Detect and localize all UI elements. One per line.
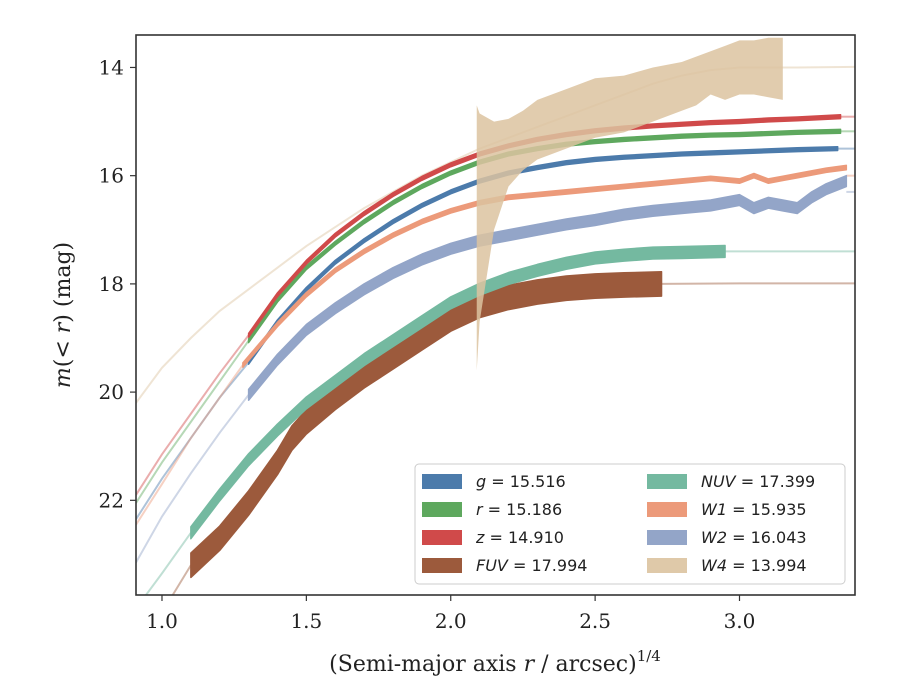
- y-tick-label: 20: [99, 380, 124, 404]
- series-g-faded-line: [136, 361, 250, 520]
- series-g-band: [247, 145, 839, 365]
- series-band-layer: [190, 37, 848, 579]
- legend-swatch-r: [422, 502, 462, 517]
- x-tick-label: 3.0: [724, 609, 756, 633]
- legend-swatch-nuv: [647, 474, 687, 489]
- x-axis: 1.0 1.5 2.0 2.5 3.0: [146, 595, 755, 633]
- legend-swatch-w2: [647, 530, 687, 545]
- y-tick-label: 22: [99, 488, 124, 512]
- legend-swatch-w4: [647, 558, 687, 573]
- y-tick-label: 14: [99, 55, 124, 79]
- legend-label-fuv: FUV = 17.994: [476, 556, 587, 575]
- x-tick-label: 1.5: [290, 609, 322, 633]
- legend-label-w1: W1 = 15.935: [701, 500, 807, 519]
- legend-swatch-fuv: [422, 558, 462, 573]
- legend: g = 15.516 r = 15.186 z = 14.910 FUV = 17.9…: [414, 463, 846, 585]
- legend-label-r: r = 15.186: [476, 500, 562, 519]
- series-fuv-faded-line: [171, 564, 192, 595]
- legend-label-w2: W2 = 16.043: [701, 528, 807, 547]
- legend-label-z: z = 14.910: [475, 528, 564, 547]
- legend-swatch-w1: [647, 502, 687, 517]
- plot-frame: [135, 34, 856, 596]
- x-tick-label: 2.5: [579, 609, 611, 633]
- legend-label-g: g = 15.516: [476, 472, 566, 491]
- y-tick-label: 18: [99, 272, 124, 296]
- x-tick-label: 2.0: [435, 609, 467, 633]
- series-fuv-faded-line: [661, 282, 855, 285]
- series-z-band: [247, 114, 842, 338]
- y-tick-label: 16: [99, 164, 124, 188]
- series-w2-faded-line: [136, 394, 250, 564]
- series-nuv-faded-line: [144, 532, 192, 595]
- legend-label-w4: W4 = 13.994: [701, 556, 807, 575]
- series-w4-band: [476, 37, 783, 371]
- faded-extrapolation-layer: [136, 65, 855, 595]
- series-r-faded-line: [136, 340, 250, 504]
- series-nuv-band: [190, 244, 726, 540]
- legend-swatch-z: [422, 530, 462, 545]
- y-axis: 14 16 18 20 22: [99, 55, 136, 512]
- legend-label-nuv: NUV = 17.399: [701, 472, 815, 491]
- legend-frame: [414, 463, 846, 585]
- series-w1-faded-line: [136, 364, 244, 526]
- series-r-band: [247, 128, 842, 344]
- series-z-faded-line: [136, 334, 250, 496]
- y-axis-label: m(< r) (mag): [51, 242, 76, 388]
- legend-swatch-g: [422, 474, 462, 489]
- x-tick-label: 1.0: [146, 609, 178, 633]
- x-axis-label: (Semi-major axis r / arcsec)1/4: [329, 647, 661, 677]
